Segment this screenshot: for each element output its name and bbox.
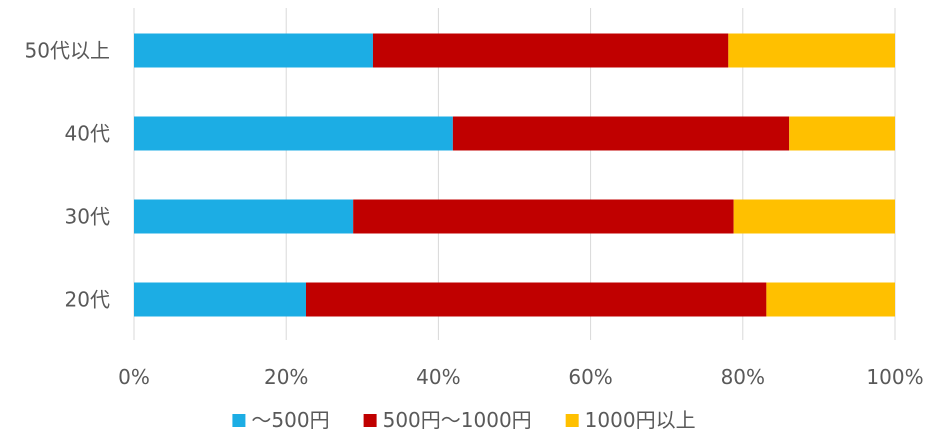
bar-segment [134, 282, 306, 317]
x-tick-label: 100% [866, 365, 923, 389]
legend-swatch [565, 414, 579, 427]
x-tick-label: 80% [721, 365, 765, 389]
bar-segment [452, 116, 790, 151]
legend-item: 1000円以上 [565, 408, 696, 432]
bar-segment [766, 282, 895, 317]
bar-segment [305, 282, 767, 317]
bars [134, 33, 895, 317]
category-label: 30代 [65, 205, 110, 229]
bar-segment [733, 199, 895, 234]
bar-segment [134, 199, 354, 234]
x-tick-label: 0% [118, 365, 150, 389]
x-axis-ticks: 0% 20% 40% 60% 80% 100% [118, 365, 923, 389]
y-axis-categories: 20代 30代 40代 50代以上 [25, 39, 110, 312]
legend-label: 500円～1000円 [383, 408, 532, 432]
bar-segment [134, 33, 373, 68]
category-label: 50代以上 [25, 39, 110, 63]
category-label: 20代 [65, 288, 110, 312]
x-tick-label: 40% [416, 365, 460, 389]
legend-swatch [232, 414, 246, 427]
legend: ～500円 500円～1000円 1000円以上 [232, 408, 696, 432]
x-tick-label: 20% [264, 365, 308, 389]
legend-label: ～500円 [251, 408, 329, 432]
legend-item: ～500円 [232, 408, 330, 432]
legend-label: 1000円以上 [585, 408, 696, 432]
legend-swatch [363, 414, 377, 427]
x-tick-label: 60% [568, 365, 612, 389]
category-label: 40代 [65, 122, 110, 146]
bar-segment [728, 33, 895, 68]
bar-segment [372, 33, 729, 68]
legend-item: 500円～1000円 [363, 408, 532, 432]
bar-segment [353, 199, 734, 234]
bar-segment [789, 116, 895, 151]
bar-segment [134, 116, 453, 151]
